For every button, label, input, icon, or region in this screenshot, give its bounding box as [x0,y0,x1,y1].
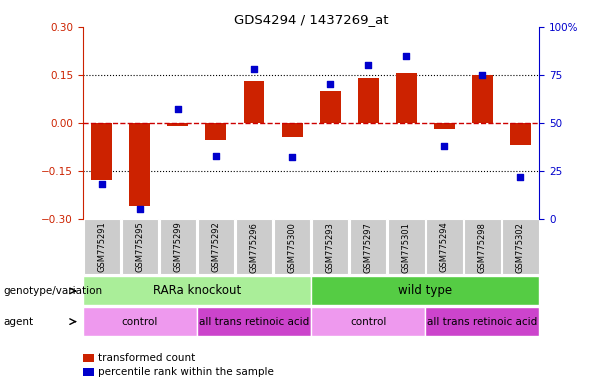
Text: GSM775297: GSM775297 [364,222,373,273]
Point [211,152,221,159]
Text: control: control [121,316,158,327]
Text: GSM775295: GSM775295 [135,222,144,272]
Point [97,181,107,187]
Bar [502,219,539,274]
Title: GDS4294 / 1437269_at: GDS4294 / 1437269_at [234,13,389,26]
Point [249,66,259,72]
Bar [129,123,150,206]
Text: GSM775292: GSM775292 [211,222,221,272]
Point [287,154,297,161]
Bar [358,78,379,123]
Bar [121,219,158,274]
Bar [311,276,539,305]
Bar [91,123,112,180]
Point [364,62,373,68]
Point [173,106,183,113]
Bar [281,123,303,137]
Bar [83,368,94,376]
Text: GSM775296: GSM775296 [249,222,259,273]
Bar [236,219,272,274]
Bar [167,123,188,126]
Text: GSM775299: GSM775299 [173,222,183,272]
Bar [472,75,493,123]
Bar [510,123,531,145]
Text: percentile rank within the sample: percentile rank within the sample [98,367,274,377]
Point [440,143,449,149]
Bar [274,219,310,274]
Bar [350,219,386,274]
Text: GSM775291: GSM775291 [97,222,106,272]
Text: GSM775302: GSM775302 [516,222,525,273]
Bar [159,219,196,274]
Text: wild type: wild type [398,285,452,297]
Bar [83,307,197,336]
Point [326,81,335,88]
Bar [464,219,501,274]
Text: control: control [350,316,386,327]
Point [402,53,411,59]
Bar [205,123,226,141]
Text: GSM775294: GSM775294 [440,222,449,272]
Bar [388,219,425,274]
Bar [311,307,425,336]
Bar [426,219,463,274]
Text: all trans retinoic acid: all trans retinoic acid [199,316,309,327]
Bar [319,91,341,123]
Bar [197,307,311,336]
Text: GSM775298: GSM775298 [478,222,487,273]
Text: agent: agent [3,316,33,327]
Bar [434,123,455,129]
Bar [83,354,94,362]
Text: GSM775301: GSM775301 [402,222,411,273]
Bar [243,81,264,123]
Text: all trans retinoic acid: all trans retinoic acid [427,316,538,327]
Bar [83,219,120,274]
Point [135,206,145,212]
Text: GSM775293: GSM775293 [326,222,335,273]
Text: RARa knockout: RARa knockout [153,285,241,297]
Text: genotype/variation: genotype/variation [3,286,102,296]
Bar [197,219,234,274]
Bar [83,276,311,305]
Bar [425,307,539,336]
Bar [396,73,417,123]
Point [516,174,525,180]
Bar [312,219,348,274]
Text: transformed count: transformed count [98,353,196,363]
Text: GSM775300: GSM775300 [287,222,297,273]
Point [478,72,487,78]
